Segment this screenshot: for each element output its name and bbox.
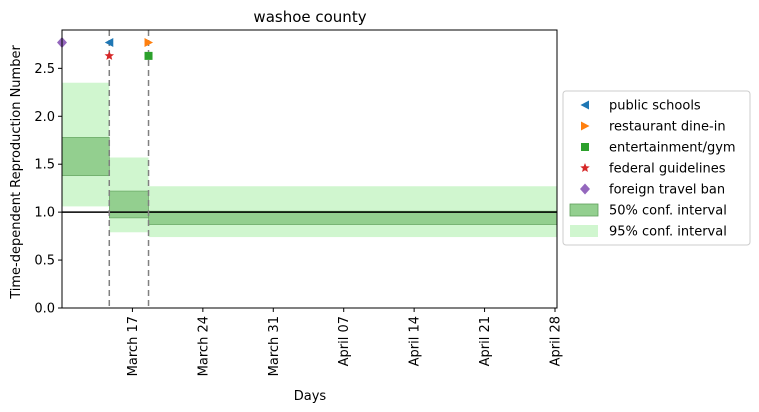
legend-label: entertainment/gym [609, 141, 736, 156]
legend-label: public schools [609, 99, 701, 114]
y-axis-label: Time-dependent Reproduction Number [9, 45, 24, 300]
chart-title: washoe county [253, 8, 366, 26]
y-tick-label: 1.0 [34, 206, 55, 221]
x-tick-label: March 31 [267, 316, 282, 376]
axes: 0.0 0.5 1.0 1.5 2.0 2.5 March 17 March 24 March … [34, 29, 563, 376]
legend-label: foreign travel ban [609, 183, 725, 198]
legend-marker [580, 183, 590, 195]
y-tick-label: 1.5 [34, 158, 55, 173]
x-tick-label: March 24 [196, 316, 211, 376]
legend-box [562, 90, 751, 246]
x-tick-label: April 28 [548, 316, 563, 366]
legend-label: federal guidelines [609, 162, 726, 177]
y-tick-label: 2.5 [34, 62, 55, 77]
y-tick-label: 0.5 [34, 254, 55, 269]
plot-area [57, 30, 557, 308]
legend: public schools restaurant dine-in entertai… [562, 90, 751, 246]
intervention-marker [144, 51, 153, 60]
intervention-marker [104, 50, 115, 60]
intervention-marker [104, 37, 114, 47]
legend-label: 50% conf. interval [609, 204, 727, 219]
legend-marker [581, 121, 590, 131]
plot-content [62, 30, 557, 308]
x-tick-label: March 17 [126, 316, 141, 376]
x-axis-label: Days [294, 389, 327, 404]
plot-frame [61, 29, 558, 309]
y-tick-label: 2.0 [34, 110, 55, 125]
legend-marker [580, 163, 590, 173]
y-tick-label: 0.0 [34, 302, 55, 317]
legend-label: 95% conf. interval [609, 225, 727, 240]
ci50-band [108, 190, 149, 219]
x-tick-label: April 14 [408, 316, 423, 366]
intervention-marker [144, 37, 154, 47]
x-tick-label: April 07 [337, 316, 352, 366]
ci50-band [148, 210, 557, 225]
x-tick-label: April 21 [478, 316, 493, 366]
legend-marker [580, 100, 589, 110]
legend-label: restaurant dine-in [609, 120, 726, 135]
legend-marker [581, 143, 589, 151]
legend-swatch-ci95 [570, 225, 598, 237]
ci50-band [62, 137, 110, 177]
legend-swatch-ci50 [569, 203, 599, 217]
